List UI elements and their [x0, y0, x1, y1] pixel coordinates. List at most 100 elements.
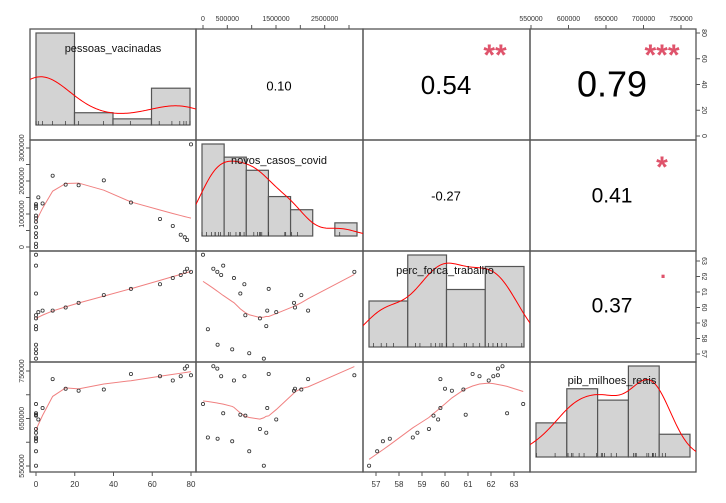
variable-label-perc-forca-trabalho: perc_forca_trabalho: [396, 265, 494, 277]
histogram-bar: [223, 156, 247, 237]
panel-border: [529, 361, 697, 473]
smooth-line: [35, 182, 192, 222]
data-point: [292, 388, 297, 393]
data-point: [63, 182, 68, 187]
data-point: [128, 371, 133, 376]
data-point: [178, 374, 183, 379]
panel-border: [195, 361, 364, 473]
data-point: [34, 244, 39, 249]
data-point: [463, 412, 468, 417]
data-point: [34, 356, 39, 361]
axis-tick-label: 3000000: [19, 134, 26, 161]
data-point: [34, 213, 39, 218]
histogram-novos_casos_covid: [196, 143, 363, 237]
data-point: [36, 310, 41, 315]
data-point: [242, 374, 247, 379]
data-point: [231, 378, 236, 383]
data-point: [299, 293, 304, 298]
density-curve: [30, 76, 196, 114]
data-point: [415, 430, 420, 435]
axis-tick-label: 60: [700, 55, 707, 63]
data-point: [438, 406, 443, 411]
data-point: [352, 373, 357, 378]
chart-axes: 0 500000 1500000 2500000 550000 600000 650000 7…: [19, 16, 707, 489]
data-point: [495, 373, 500, 378]
data-point: [50, 377, 55, 382]
data-point: [157, 216, 162, 221]
data-point: [36, 417, 41, 422]
data-point: [34, 225, 39, 230]
data-point: [178, 232, 183, 237]
data-point: [76, 300, 81, 305]
data-point: [230, 347, 235, 352]
data-point: [170, 378, 175, 383]
data-point: [34, 413, 39, 418]
data-point: [238, 291, 243, 296]
axis-tick-label: 2000000: [19, 167, 26, 194]
data-point: [352, 269, 357, 274]
data-point: [200, 402, 205, 407]
data-point: [491, 374, 496, 379]
axis-tick-label: 20: [70, 480, 79, 489]
data-point: [101, 293, 106, 298]
density-curve: [530, 379, 696, 453]
axis-tick-label: 550000: [519, 16, 542, 23]
data-point: [292, 305, 297, 310]
variable-label-novos-casos-covid: novos_casos_covid: [231, 155, 327, 167]
data-point: [426, 426, 431, 431]
axis-tick-label: 550000: [19, 454, 26, 477]
data-point: [367, 463, 372, 468]
data-point: [231, 276, 236, 281]
data-point: [442, 386, 447, 391]
histogram-bar: [407, 254, 448, 348]
axis-right-perc-forca-trabalho: 57 58 59 60 61 62 63: [695, 257, 707, 358]
axis-left-novos-casos-covid: 0 1000000 2000000 3000000: [19, 134, 31, 249]
data-point: [505, 411, 510, 416]
data-point: [182, 235, 187, 240]
data-point: [34, 449, 39, 454]
data-point: [34, 241, 39, 246]
data-point: [230, 439, 235, 444]
density-curve: [196, 160, 363, 234]
data-point: [34, 263, 39, 268]
data-point: [265, 308, 270, 313]
axis-right-pessoas-vacinadas: 0 20 40 60 80: [695, 29, 707, 138]
axis-tick-label: 60: [441, 480, 450, 489]
data-point: [215, 436, 220, 441]
data-point: [375, 449, 380, 454]
axis-tick-label: 700000: [632, 16, 655, 23]
axis-tick-label: 57: [372, 480, 381, 489]
histogram-bar: [35, 32, 76, 126]
data-point: [34, 231, 39, 236]
histogram-bar: [368, 300, 409, 348]
scatter-panel-novos_casos_covid-vs-pib_milhoes_reais: [200, 364, 357, 468]
data-point: [34, 316, 39, 321]
data-point: [34, 463, 39, 468]
data-point: [188, 142, 193, 147]
axis-tick-label: 0: [34, 480, 39, 489]
histogram-bar: [201, 143, 225, 237]
axis-tick-label: 0: [201, 16, 205, 23]
scatter-panel-pessoas_vacinadas-vs-perc_forca_trabalho: [34, 252, 193, 361]
data-point: [215, 342, 220, 347]
scatter-panel-pessoas_vacinadas-vs-novos_casos_covid: [34, 142, 193, 249]
data-point: [34, 351, 39, 356]
axis-tick-label: 61: [464, 480, 473, 489]
data-point: [34, 426, 39, 431]
data-point: [40, 308, 45, 313]
axis-tick-label: 62: [700, 273, 707, 281]
data-point: [238, 412, 243, 417]
data-point: [182, 366, 187, 371]
histogram-bar: [658, 433, 691, 458]
axis-tick-label: 2500000: [311, 16, 338, 23]
data-point: [266, 371, 271, 376]
significance-stars: ***: [644, 39, 679, 72]
data-point: [410, 435, 415, 440]
data-point: [101, 178, 106, 183]
data-point: [34, 402, 39, 407]
data-point: [495, 366, 500, 371]
data-point: [380, 439, 385, 444]
data-point: [128, 200, 133, 205]
significance-stars: *: [656, 151, 668, 184]
